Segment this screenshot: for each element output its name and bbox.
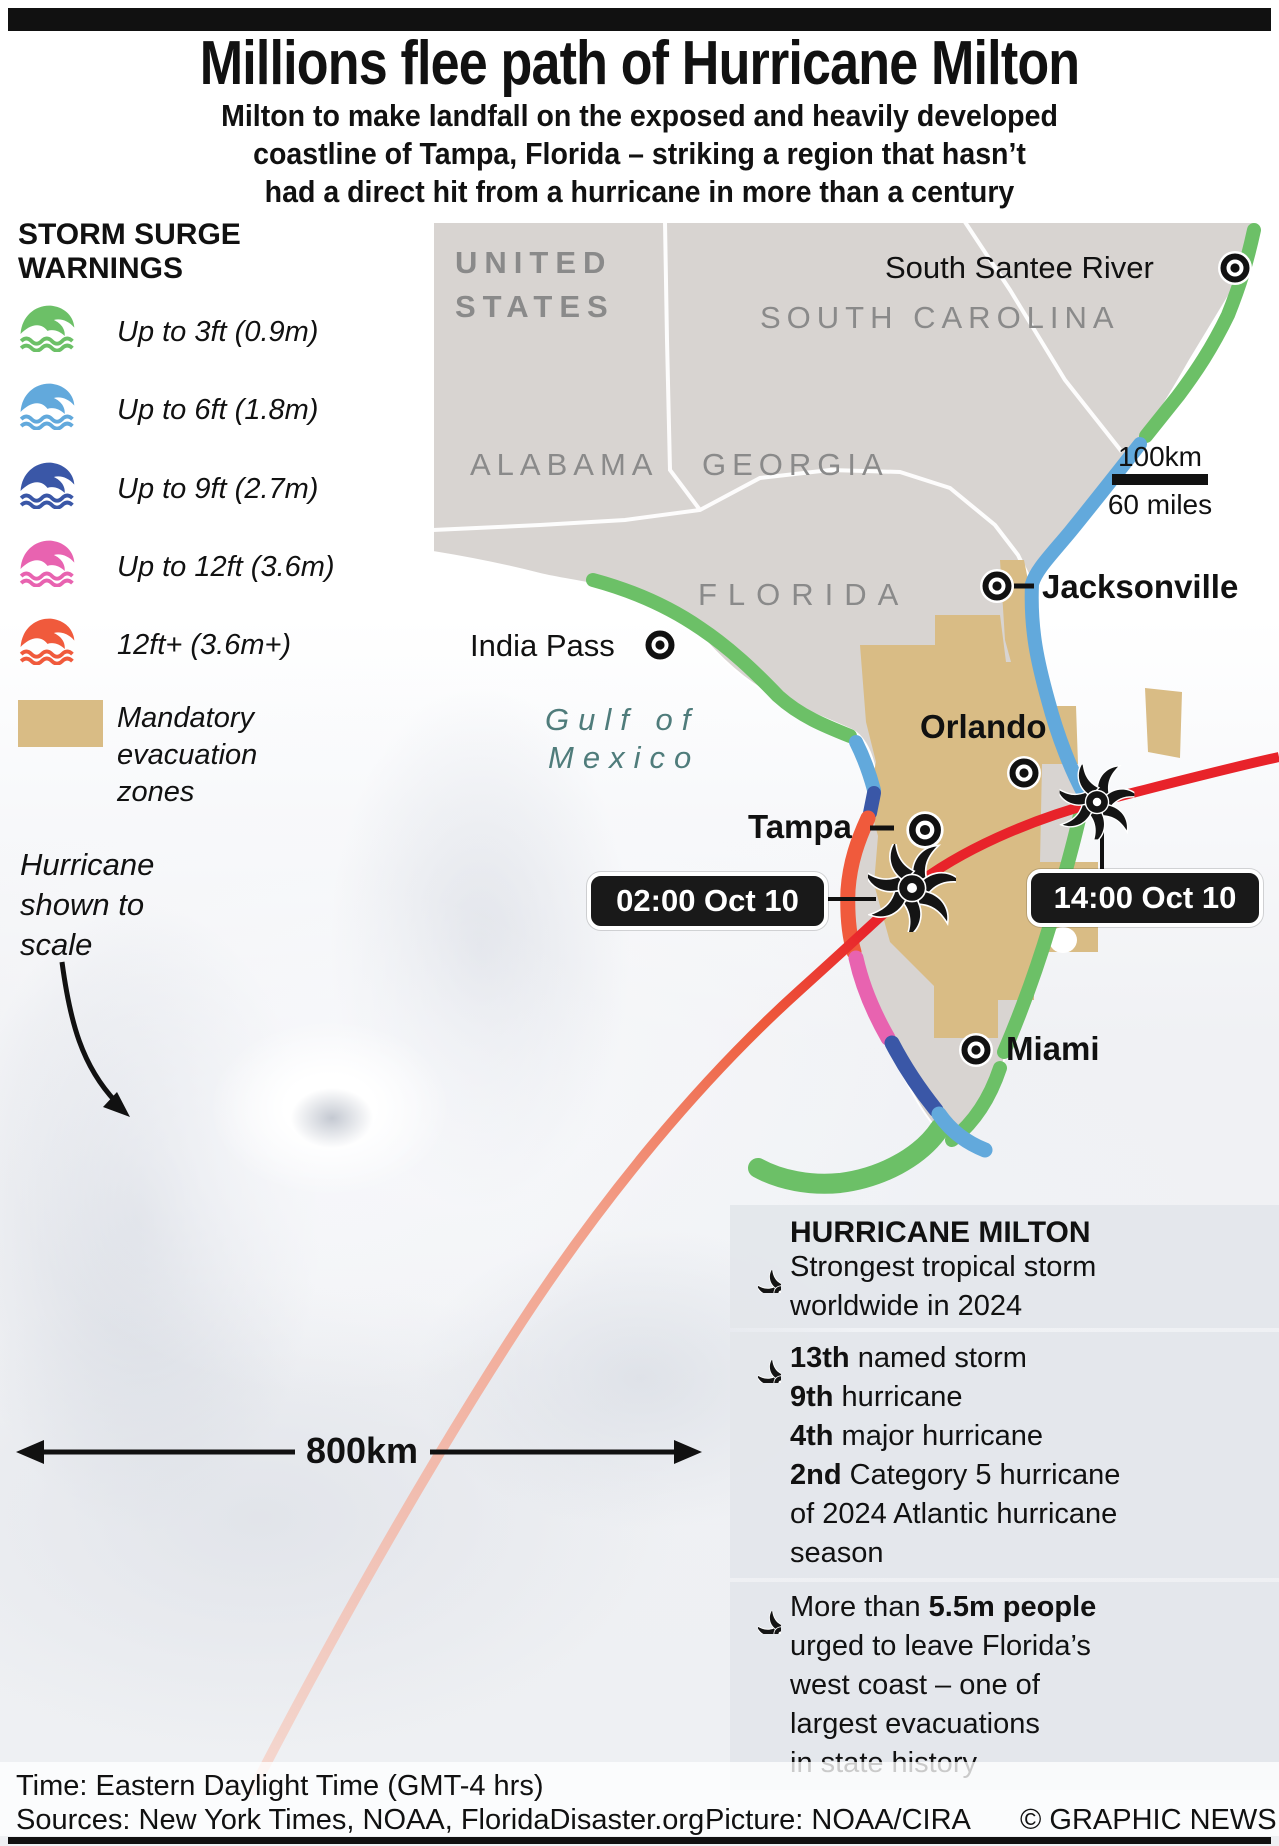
fact-line: of 2024 Atlantic hurricane xyxy=(790,1498,1118,1530)
fact-line: 4th major hurricane xyxy=(790,1420,1044,1452)
evacuation-label-line2: evacuation xyxy=(117,739,258,771)
target-icon-south-santee xyxy=(1218,251,1252,285)
facts-section-1 xyxy=(730,1205,1279,1328)
wave-icon-light-blue xyxy=(18,376,82,434)
label-south-carolina: SOUTH CAROLINA xyxy=(760,300,1120,335)
label-florida: FLORIDA xyxy=(698,577,910,612)
label-tampa: Tampa xyxy=(748,808,852,845)
target-icon-orlando xyxy=(1007,756,1041,790)
subtitle-line-3: had a direct hit from a hurricane in mor… xyxy=(264,174,1015,209)
facts-heading: HURRICANE MILTON xyxy=(790,1216,1091,1249)
target-icon-jacksonville xyxy=(980,569,1014,603)
hurricane-scale-note-line3: scale xyxy=(20,927,93,962)
label-india-pass: India Pass xyxy=(470,628,615,663)
fact-line: More than 5.5m people xyxy=(790,1591,1097,1623)
footer-time-note: Time: Eastern Daylight Time (GMT-4 hrs) xyxy=(16,1770,544,1802)
fact-line: 2nd Category 5 hurricane xyxy=(790,1459,1121,1491)
time-label-landfall: 02:00 Oct 10 xyxy=(587,872,828,930)
target-icon-india-pass xyxy=(643,628,677,662)
fact-line: Strongest tropical storm xyxy=(790,1251,1097,1283)
evacuation-label-line3: zones xyxy=(117,776,195,808)
label-united: UNITED xyxy=(455,245,613,280)
footer-picture-credit: Picture: NOAA/CIRA xyxy=(705,1804,971,1836)
evacuation-zone-swatch xyxy=(18,700,103,747)
label-south-santee-river: South Santee River xyxy=(885,250,1154,285)
facts-panel: HURRICANE MILTON Strongest tropical stor… xyxy=(730,1205,1279,1790)
fact-line: 9th hurricane xyxy=(790,1381,963,1413)
state-borders xyxy=(432,220,1124,581)
legend-heading-line1: STORM SURGE xyxy=(18,218,241,251)
fact-line: urged to leave Florida’s xyxy=(790,1630,1091,1662)
footer-copyright: © GRAPHIC NEWS xyxy=(1020,1804,1277,1836)
land-shape xyxy=(432,221,1257,1144)
label-jacksonville: Jacksonville xyxy=(1042,568,1239,605)
legend-heading-line2: WARNINGS xyxy=(18,252,183,285)
hurricane-scale-note-line2: shown to xyxy=(20,887,145,922)
evacuation-label-line1: Mandatory xyxy=(117,702,255,734)
facts-section-3 xyxy=(730,1582,1279,1790)
page-title: Millions flee path of Hurricane Milton xyxy=(199,29,1080,98)
scale-bar-km: 100km xyxy=(1117,441,1203,472)
diameter-arrow xyxy=(16,1440,702,1464)
legend-item-9ft-label: Up to 9ft (2.7m) xyxy=(117,473,319,505)
label-orlando: Orlando xyxy=(920,708,1047,745)
footer-background xyxy=(0,1762,1279,1836)
fact-line: largest evacuations xyxy=(790,1708,1040,1740)
wave-icon-pink xyxy=(18,533,82,591)
hurricane-bullet-icon-3 xyxy=(735,1588,781,1634)
facts-section-2 xyxy=(730,1332,1279,1578)
legend-item-9ft xyxy=(18,455,82,513)
wave-icon-red xyxy=(18,611,82,669)
legend-item-6ft-label: Up to 6ft (1.8m) xyxy=(117,394,319,426)
legend-item-12ft-plus xyxy=(18,611,82,669)
bottom-rule xyxy=(8,1837,1271,1844)
fact-line: worldwide in 2024 xyxy=(790,1290,1023,1322)
fact-line: west coast – one of xyxy=(790,1669,1040,1701)
hurricane-scale-note-line1: Hurricane xyxy=(20,847,155,882)
hurricane-bullet-icon-1 xyxy=(735,1247,781,1293)
subtitle-line-1: Milton to make landfall on the exposed a… xyxy=(221,98,1058,133)
subtitle-line-2: coastline of Tampa, Florida – striking a… xyxy=(253,136,1026,171)
fact-line: season xyxy=(790,1537,884,1569)
hurricane-bullet-icon-2 xyxy=(735,1337,781,1383)
scale-bar-miles: 60 miles xyxy=(1107,489,1213,520)
wave-icon-green xyxy=(18,298,82,356)
lake-okeechobee xyxy=(1049,927,1077,953)
label-gulf-of-mexico-line2: Mexico xyxy=(548,740,701,775)
legend-item-6ft xyxy=(18,376,82,434)
label-miami: Miami xyxy=(1006,1030,1100,1067)
legend-item-12ft-label: Up to 12ft (3.6m) xyxy=(117,551,335,583)
target-icon-tampa xyxy=(906,811,943,848)
wave-icon-dark-blue xyxy=(18,455,82,513)
footer-sources: Sources: New York Times, NOAA, FloridaDi… xyxy=(16,1804,705,1836)
time-label-exit: 14:00 Oct 10 xyxy=(1027,869,1263,927)
scale-bar xyxy=(1112,474,1208,485)
label-alabama: ALABAMA xyxy=(470,447,659,482)
scale-pointer-arrow xyxy=(59,961,130,1117)
label-gulf-of-mexico-line1: Gulf of xyxy=(545,702,700,737)
top-rule xyxy=(8,8,1271,31)
label-states: STATES xyxy=(455,289,615,324)
diameter-label: 800km xyxy=(305,1430,419,1471)
target-icon-miami xyxy=(959,1033,993,1067)
legend-item-3ft xyxy=(18,298,82,356)
legend-item-3ft-label: Up to 3ft (0.9m) xyxy=(117,316,319,348)
legend-item-12ft-plus-label: 12ft+ (3.6m+) xyxy=(117,629,292,661)
city-target-icons xyxy=(643,251,1252,1067)
fact-line: 13th named storm xyxy=(790,1342,1027,1374)
label-georgia: GEORGIA xyxy=(702,447,889,482)
legend-item-12ft xyxy=(18,533,82,591)
